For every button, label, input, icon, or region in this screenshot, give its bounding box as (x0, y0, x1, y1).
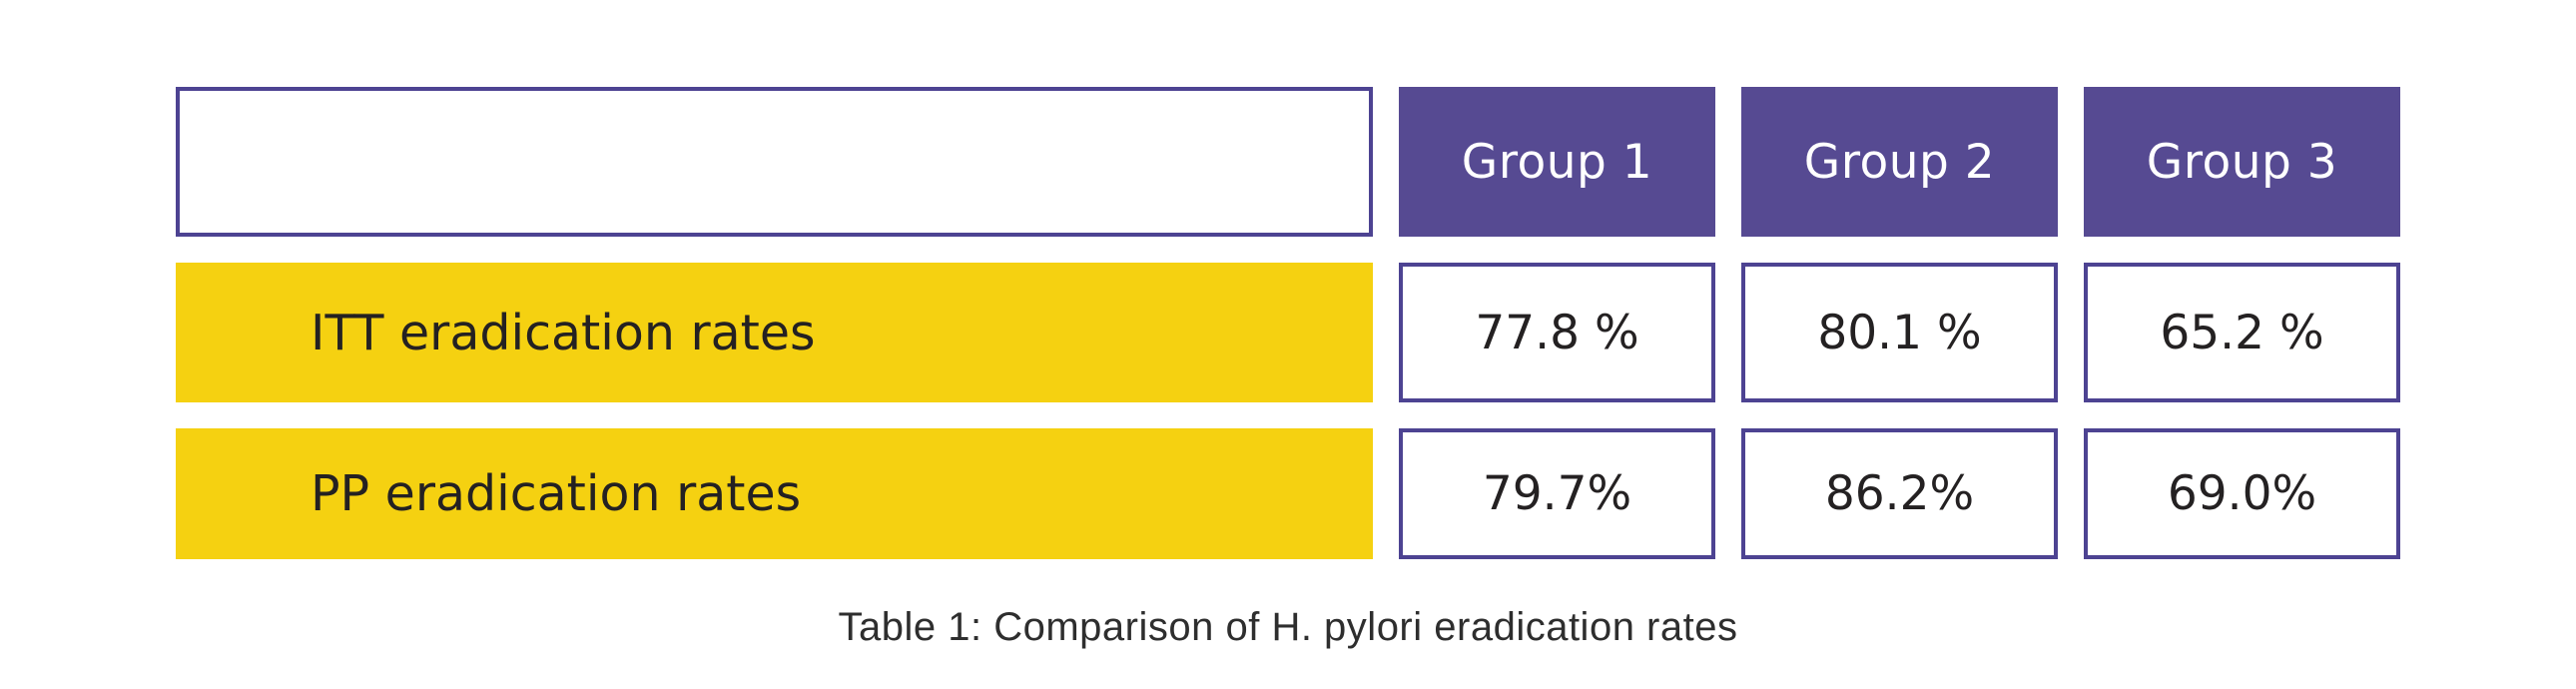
value-itt-group-1: 77.8 % (1399, 263, 1715, 402)
column-header-group-3: Group 3 (2084, 87, 2400, 237)
eradication-rates-figure: Group 1 Group 2 Group 3 ITT eradication … (176, 87, 2400, 559)
column-header-group-1: Group 1 (1399, 87, 1715, 237)
value-pp-group-2: 86.2% (1741, 428, 2058, 559)
column-header-group-2: Group 2 (1741, 87, 2058, 237)
row-label-pp-eradication-rates: PP eradication rates (176, 428, 1373, 559)
table-corner-cell (176, 87, 1373, 237)
row-label-itt-eradication-rates: ITT eradication rates (176, 263, 1373, 402)
value-itt-group-3: 65.2 % (2084, 263, 2400, 402)
value-pp-group-1: 79.7% (1399, 428, 1715, 559)
eradication-rates-table: Group 1 Group 2 Group 3 ITT eradication … (176, 87, 2400, 559)
value-itt-group-2: 80.1 % (1741, 263, 2058, 402)
table-caption: Table 1: Comparison of H. pylori eradica… (838, 605, 1738, 649)
value-pp-group-3: 69.0% (2084, 428, 2400, 559)
